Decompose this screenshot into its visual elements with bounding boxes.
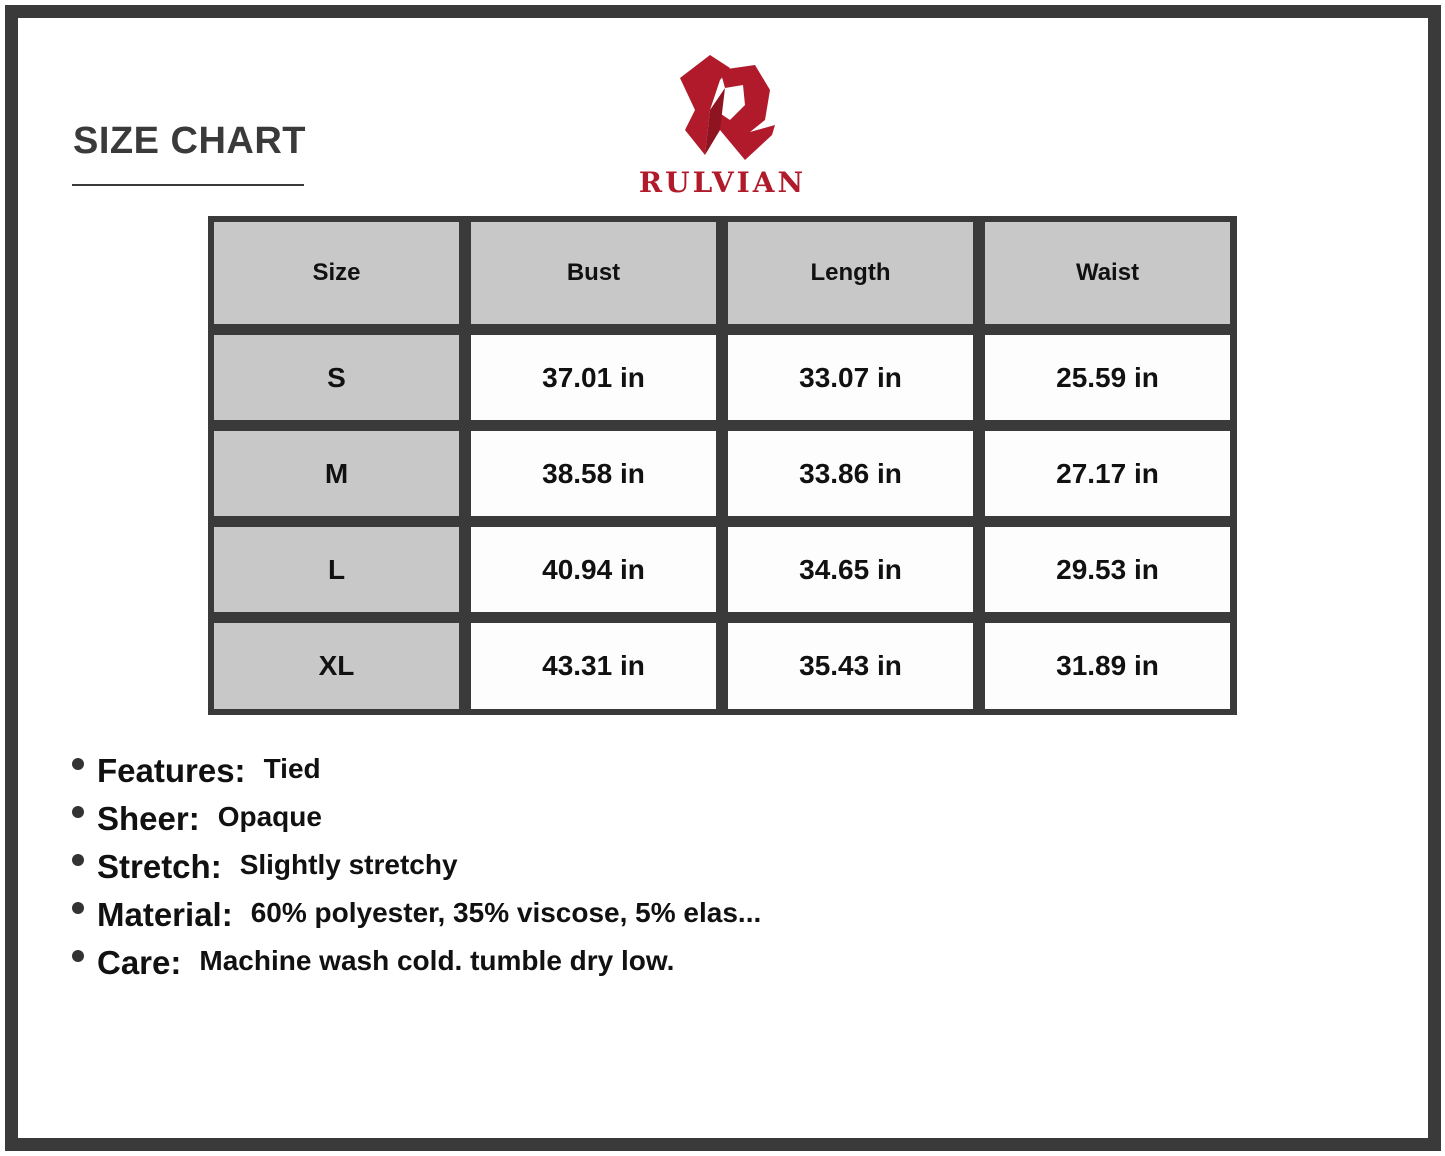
spec-value: Tied [263,753,321,784]
measurement-cell: 29.53 in [985,527,1230,612]
brand-logo-icon [680,55,775,160]
header-length: Length [728,222,973,324]
bullet-icon [72,902,84,914]
spec-value: Opaque [217,801,322,832]
spec-item: Material: 60% polyester, 35% viscose, 5% … [72,896,761,944]
measurement-cell: 33.07 in [728,335,973,420]
spec-value: Machine wash cold. tumble dry low. [199,945,675,976]
header-size: Size [214,222,459,324]
spec-item: Stretch: Slightly stretchy [72,848,761,896]
measurement-cell: 25.59 in [985,335,1230,420]
measurement-cell: 37.01 in [471,335,716,420]
size-label-cell: L [214,527,459,612]
bullet-icon [72,758,84,770]
header-waist: Waist [985,222,1230,324]
size-label-cell: M [214,431,459,516]
measurement-cell: 27.17 in [985,431,1230,516]
spec-label: Care: [97,944,182,981]
measurement-cell: 34.65 in [728,527,973,612]
spec-label: Material: [97,896,233,933]
measurement-cell: 38.58 in [471,431,716,516]
spec-value: Slightly stretchy [239,849,458,880]
brand-name: RULVIAN [638,166,807,199]
spec-label: Sheer: [97,800,200,837]
header-bust: Bust [471,222,716,324]
bullet-icon [72,854,84,866]
spec-list: Features: Tied Sheer: Opaque Stretch: Slightl… [72,752,761,992]
measurement-cell: 40.94 in [471,527,716,612]
measurement-cell: 33.86 in [728,431,973,516]
measurement-cell: 31.89 in [985,623,1230,709]
bullet-icon [72,806,84,818]
size-label-cell: XL [214,623,459,709]
spec-item: Sheer: Opaque [72,800,761,848]
size-table: Size Bust Length Waist S 37.01 in 33.07 in 25.5… [208,216,1237,715]
spec-item: Care: Machine wash cold. tumble dry low. [72,944,761,992]
title-underline [72,184,304,186]
spec-label: Features: [97,752,246,789]
bullet-icon [72,950,84,962]
spec-item: Features: Tied [72,752,761,800]
page-title: SIZE CHART [73,120,306,162]
measurement-cell: 35.43 in [728,623,973,709]
size-label-cell: S [214,335,459,420]
spec-value: 60% polyester, 35% viscose, 5% elas... [250,897,762,928]
measurement-cell: 43.31 in [471,623,716,709]
spec-label: Stretch: [97,848,222,885]
